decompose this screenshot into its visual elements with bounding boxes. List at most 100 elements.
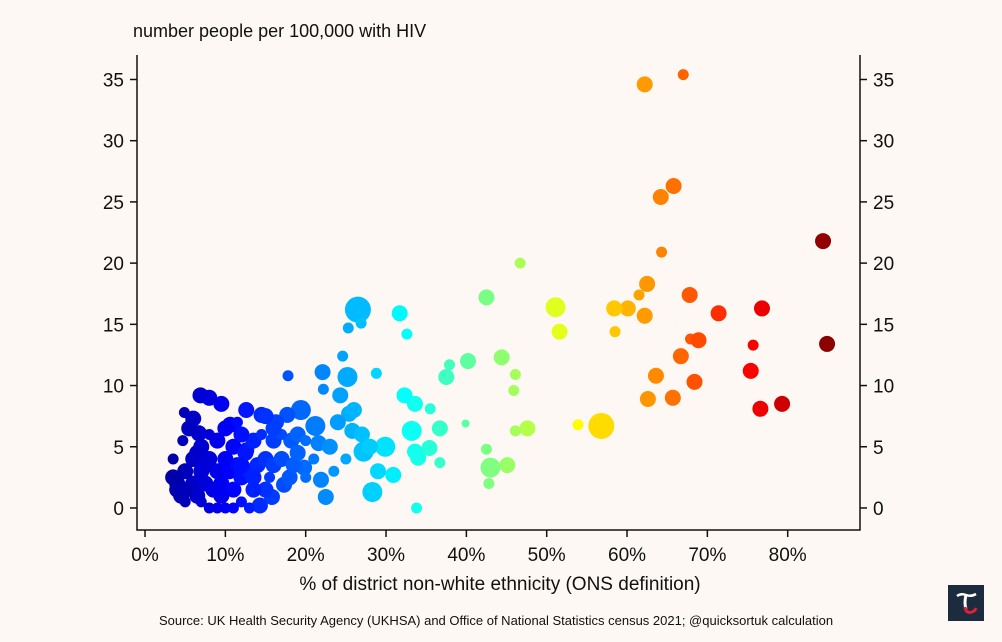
- data-point: [545, 297, 566, 318]
- data-point: [636, 307, 653, 324]
- data-point: [677, 69, 689, 81]
- data-point: [551, 323, 568, 340]
- data-point: [681, 286, 698, 303]
- data-point: [233, 426, 250, 443]
- data-point: [636, 76, 653, 93]
- y-tick-label-right: 10: [873, 377, 894, 398]
- data-point: [245, 481, 262, 498]
- data-point: [264, 471, 276, 483]
- data-point: [424, 403, 436, 415]
- data-point: [197, 457, 214, 474]
- data-point: [370, 367, 382, 379]
- data-point: [431, 420, 448, 437]
- data-point: [337, 350, 349, 362]
- y-tick-label-left: 25: [103, 193, 124, 214]
- data-point: [317, 383, 329, 395]
- data-point: [819, 335, 836, 352]
- data-point: [245, 469, 262, 486]
- data-point: [619, 300, 636, 317]
- data-point: [308, 453, 320, 465]
- data-point: [396, 387, 413, 404]
- data-point: [289, 444, 306, 461]
- data-point: [493, 349, 510, 366]
- data-point: [478, 289, 495, 306]
- data-point: [273, 450, 290, 467]
- data-point: [461, 419, 470, 428]
- points-layer: [165, 69, 836, 514]
- data-point: [345, 402, 362, 419]
- data-point: [656, 246, 668, 258]
- x-tick-label: 30%: [367, 545, 405, 566]
- data-point: [300, 435, 312, 447]
- data-point: [340, 453, 352, 465]
- data-point: [686, 373, 703, 390]
- data-point: [411, 502, 423, 514]
- x-tick-label: 80%: [769, 545, 807, 566]
- data-point: [385, 466, 402, 483]
- x-tick-label: 40%: [447, 545, 485, 566]
- data-point: [421, 439, 438, 456]
- data-point: [201, 389, 218, 406]
- data-point: [514, 257, 526, 269]
- data-point: [519, 420, 536, 437]
- y-tick-label-left: 10: [103, 377, 124, 398]
- data-point: [235, 496, 247, 508]
- data-point: [257, 481, 274, 498]
- data-point: [401, 328, 413, 340]
- data-point: [483, 477, 495, 489]
- data-point: [177, 481, 194, 498]
- data-point: [753, 300, 770, 317]
- data-point: [370, 463, 386, 480]
- data-point: [639, 275, 656, 292]
- data-point: [256, 429, 268, 441]
- y-tick-label-right: 35: [873, 70, 894, 91]
- axis-frame: [136, 55, 861, 531]
- logo: [948, 585, 984, 621]
- data-point: [225, 438, 242, 455]
- data-point: [165, 469, 182, 486]
- data-point: [265, 420, 282, 437]
- data-point: [195, 496, 207, 508]
- data-point: [509, 425, 521, 437]
- data-point: [815, 233, 832, 250]
- data-point: [211, 502, 223, 514]
- data-point: [639, 391, 656, 408]
- y-tick-label-right: 25: [873, 193, 894, 214]
- data-point: [391, 305, 408, 322]
- data-point: [328, 465, 340, 477]
- data-point: [300, 471, 312, 483]
- ticks-layer: 0% 10% 20% 30% 40% 50% 60% 70% 80% 0 0 5 5 10 10 15 15 20…: [103, 70, 894, 566]
- data-point: [181, 420, 198, 437]
- data-point: [217, 420, 234, 437]
- y-tick-label-right: 20: [873, 254, 894, 275]
- y-tick-label-right: 5: [873, 438, 884, 459]
- data-point: [480, 457, 501, 478]
- data-point: [233, 457, 250, 474]
- data-point: [509, 369, 521, 381]
- data-point: [167, 453, 179, 465]
- data-point: [480, 443, 492, 455]
- x-axis-title: % of district non-white ethnicity (ONS d…: [299, 574, 700, 595]
- data-point: [355, 317, 367, 329]
- data-point: [375, 436, 396, 457]
- data-point: [647, 367, 664, 384]
- x-tick-label: 10%: [206, 545, 244, 566]
- data-point: [189, 444, 206, 461]
- data-point: [672, 348, 689, 365]
- data-point: [290, 400, 311, 421]
- data-point: [217, 450, 234, 467]
- data-point: [337, 366, 358, 387]
- data-point: [219, 502, 231, 514]
- data-point: [237, 444, 254, 461]
- y-tick-label-right: 0: [873, 499, 884, 520]
- y-tick-label-right: 15: [873, 315, 894, 336]
- data-point: [633, 289, 645, 301]
- y-tick-label-left: 15: [103, 315, 124, 336]
- data-point: [203, 502, 215, 514]
- data-point: [281, 469, 298, 486]
- data-point: [329, 414, 346, 431]
- data-point: [203, 429, 215, 441]
- y-tick-label-left: 0: [113, 499, 124, 520]
- data-point: [752, 400, 769, 417]
